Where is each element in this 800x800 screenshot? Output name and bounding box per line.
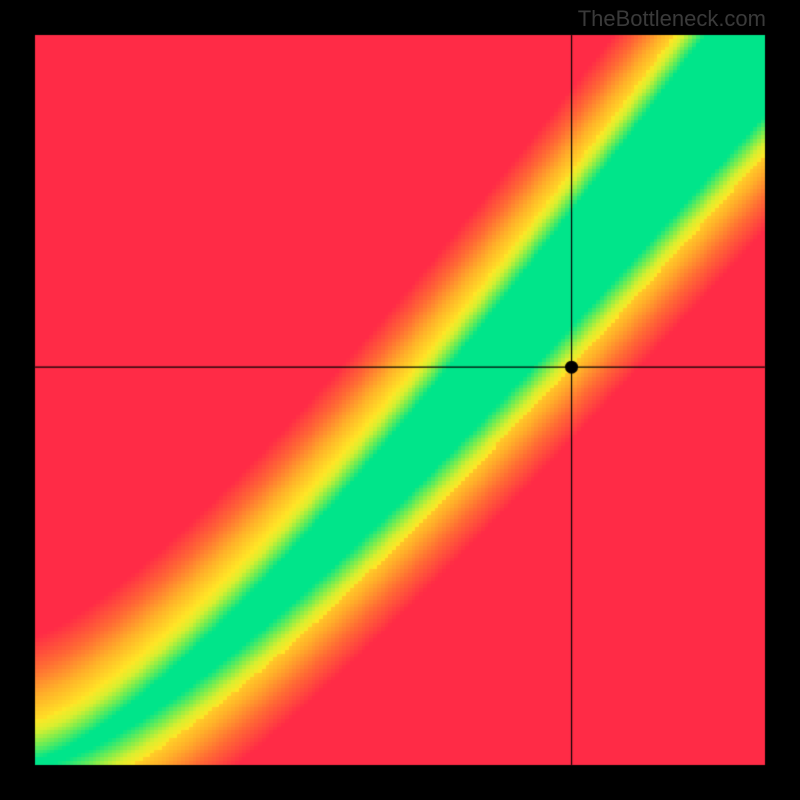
watermark-text: TheBottleneck.com [578, 6, 766, 32]
crosshair-overlay [0, 0, 800, 800]
